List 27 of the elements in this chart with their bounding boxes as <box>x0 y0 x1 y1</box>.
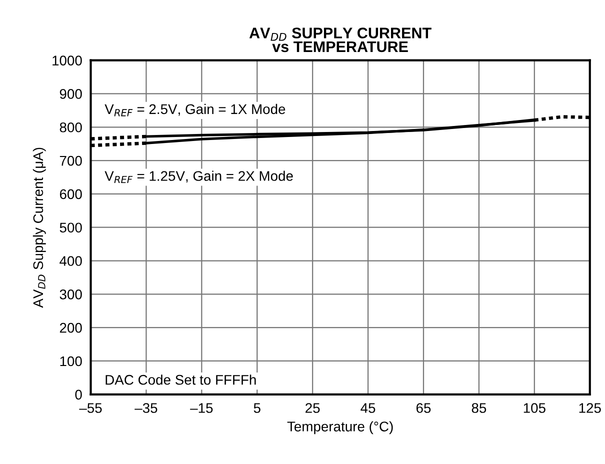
x-tick-label: 25 <box>306 403 320 413</box>
y-tick-label: 100 <box>60 356 82 366</box>
y-tick-label: 300 <box>60 290 82 300</box>
y-tick-label: 1000 <box>52 56 82 66</box>
x-axis-title: Temperature (°C) <box>287 421 393 434</box>
y-tick-label: 700 <box>60 156 82 166</box>
y-tick-label: 500 <box>60 222 82 233</box>
x-tick-label: 105 <box>524 403 546 413</box>
y-tick-label: 600 <box>60 189 82 200</box>
x-tick-label: –15 <box>190 403 213 413</box>
y-axis-title: AV$_{DD}$ Supply Current (μA) <box>32 148 46 308</box>
y-tick-label: 800 <box>60 122 82 132</box>
y-tick-label: 400 <box>60 256 82 266</box>
x-tick-label: 85 <box>472 403 486 413</box>
annotation: V$_{REF}$ = 2.5V, Gain = 1X Mode <box>104 104 286 116</box>
y-tick-label: 0 <box>75 390 82 400</box>
annotation: DAC Code Set to FFFFh <box>106 374 256 385</box>
annotation: V$_{REF}$ = 1.25V, Gain = 2X Mode <box>104 170 293 184</box>
chart-title: AV$_{DD}$ SUPPLY CURRENT vs TEMPERATURE <box>249 28 432 52</box>
x-tick-label: 125 <box>579 403 601 413</box>
x-tick-label: –55 <box>79 403 102 413</box>
y-tick-label: 200 <box>60 322 82 333</box>
x-tick-label: 65 <box>416 403 431 413</box>
y-tick-label: 900 <box>60 89 82 99</box>
x-tick-label: 5 <box>254 403 260 413</box>
x-tick-label: –35 <box>134 403 158 413</box>
x-tick-label: 45 <box>360 403 376 413</box>
